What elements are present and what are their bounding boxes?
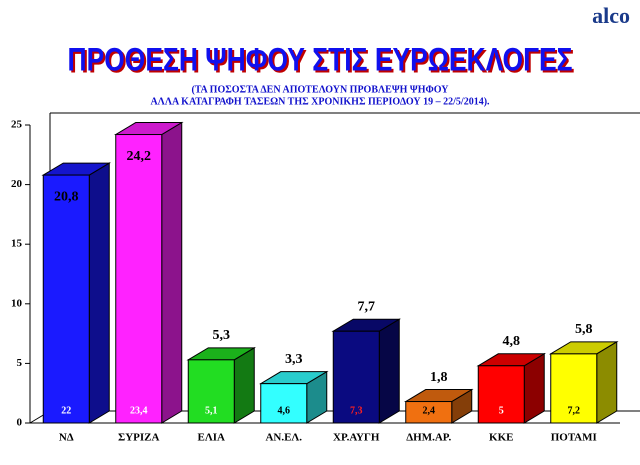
y-tick-label: 25 [11, 119, 23, 131]
bar [477, 365, 525, 424]
x-tick-label: ΣΥΡΙΖΑ [118, 432, 159, 444]
inner-value-label: 5,1 [205, 405, 218, 416]
y-tick-label: 0 [17, 417, 23, 429]
value-label: 5,3 [213, 328, 231, 343]
chart-title-shadow: ΠΡΟΘΕΣΗ ΨΗΦΟΥ ΣΤΙΣ ΕΥΡΩΕΚΛΟΓΕΣ [70, 43, 575, 79]
bar [115, 134, 163, 424]
x-tick-label: ΠΟΤΑΜΙ [551, 432, 597, 444]
chart-title: ΠΡΟΘΕΣΗ ΨΗΦΟΥ ΣΤΙΣ ΕΥΡΩΕΚΛΟΓΕΣ [68, 41, 573, 77]
inner-value-label: 5 [499, 405, 504, 416]
y-tick-label: 5 [17, 357, 23, 369]
x-tick-label: ΚΚΕ [489, 432, 513, 444]
inner-value-label: 7,3 [350, 405, 363, 416]
x-tick-label: ΧΡ.ΑΥΓΗ [333, 432, 380, 444]
bar-side [161, 121, 183, 424]
bar [405, 401, 453, 424]
subtitle: ΑΛΛΑ ΚΑΤΑΓΡΑΦΗ ΤΑΣΕΩΝ ΤΗΣ ΧΡΟΝΙΚΗΣ ΠΕΡΙΟ… [150, 96, 490, 107]
inner-value-label: 2,4 [423, 405, 436, 416]
x-tick-label: ΔΗΜ.ΑΡ. [406, 432, 451, 444]
brand: alco [592, 3, 630, 28]
bar-side [596, 340, 618, 424]
bar [260, 383, 308, 424]
inner-value-label: 7,2 [568, 405, 581, 416]
bar-side [233, 346, 255, 424]
bar [332, 330, 380, 424]
bar-side [378, 318, 400, 424]
value-label: 24,2 [127, 149, 152, 164]
subtitle: (ΤΑ ΠΟΣΟΣΤΑ ΔΕΝ ΑΠΟΤΕΛΟΥΝ ΠΡΟΒΛΕΨΗ ΨΗΦΟΥ [191, 84, 449, 95]
y-tick-label: 10 [11, 297, 23, 309]
x-tick-label: ΕΛΙΑ [198, 432, 226, 444]
value-label: 7,7 [358, 299, 376, 314]
value-label: 3,3 [285, 352, 303, 367]
value-label: 20,8 [54, 189, 79, 204]
x-tick-label: ΑΝ.ΕΛ. [265, 432, 302, 444]
y-tick-label: 20 [11, 178, 23, 190]
x-tick-label: ΝΔ [59, 432, 74, 444]
value-label: 5,8 [575, 322, 593, 337]
inner-value-label: 23,4 [130, 405, 148, 416]
bar [550, 353, 598, 424]
bar [187, 359, 235, 424]
y-tick-label: 15 [11, 238, 23, 250]
bar [42, 174, 90, 424]
inner-value-label: 22 [61, 405, 71, 416]
inner-value-label: 4,6 [278, 405, 291, 416]
bar-side [88, 162, 110, 424]
value-label: 4,8 [503, 334, 521, 349]
value-label: 1,8 [430, 370, 448, 385]
